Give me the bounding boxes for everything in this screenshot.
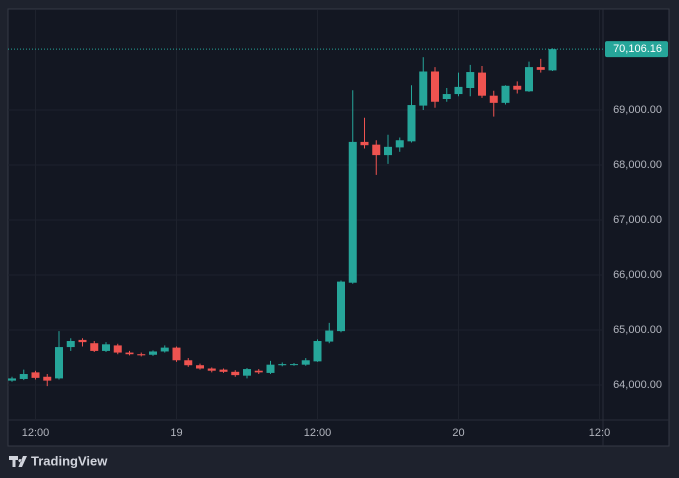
- brand-logo[interactable]: [9, 456, 27, 467]
- candle-body: [489, 95, 498, 103]
- candle-body: [160, 347, 169, 352]
- candle-body: [348, 141, 357, 283]
- x-tick-label: 20: [452, 427, 464, 439]
- brand-name[interactable]: TradingView: [31, 453, 108, 468]
- candle-body: [395, 140, 404, 148]
- candle-body: [125, 352, 134, 355]
- candle-body: [372, 144, 381, 156]
- candle-body: [43, 376, 52, 381]
- candle-body: [90, 343, 99, 351]
- candle-body: [536, 67, 545, 70]
- candle-body: [219, 369, 228, 372]
- candle-body: [301, 360, 310, 365]
- candle-body: [442, 94, 451, 99]
- candle-body: [325, 330, 334, 342]
- y-tick-label: 66,000.00: [613, 269, 662, 281]
- candle-body: [501, 85, 510, 103]
- candle-body: [231, 371, 240, 376]
- y-tick-label: 69,000.00: [613, 104, 662, 116]
- candle-body: [513, 85, 522, 90]
- x-tick-label: 12:00: [304, 427, 332, 439]
- candles: [8, 48, 557, 387]
- x-tick-label: 12:0: [589, 427, 610, 439]
- logo-icon: [9, 456, 27, 467]
- candle-body: [113, 345, 122, 353]
- candle-body: [548, 49, 557, 71]
- candle-body: [384, 146, 392, 156]
- candle-body: [149, 351, 157, 355]
- candle-body: [196, 365, 204, 369]
- candle-body: [337, 281, 345, 332]
- candle-body: [466, 72, 475, 88]
- candle-body: [290, 364, 298, 366]
- x-tick-label: 19: [170, 427, 182, 439]
- candle-body: [419, 71, 428, 106]
- candle-body: [19, 374, 28, 379]
- candle-body: [525, 67, 533, 92]
- candle-body: [55, 347, 63, 379]
- y-tick-label: 68,000.00: [613, 159, 662, 171]
- candle-body: [137, 354, 146, 356]
- candle-body: [207, 368, 216, 371]
- y-tick-label: 64,000.00: [613, 379, 662, 391]
- chart-frame: [7, 8, 670, 447]
- x-tick-label: 12:00: [22, 427, 50, 439]
- candle-body: [172, 347, 181, 361]
- candle-body: [407, 105, 416, 142]
- y-tick-label: 67,000.00: [613, 214, 662, 226]
- candle-body: [78, 339, 87, 343]
- candle-body: [184, 360, 193, 366]
- candle-body: [278, 364, 287, 366]
- last-price-label: 70,106.16: [613, 43, 662, 55]
- candle-body: [266, 364, 275, 373]
- candle-body: [243, 369, 251, 376]
- candle-body: [313, 341, 322, 362]
- candle-body: [31, 372, 40, 378]
- candle-body: [431, 71, 439, 102]
- candle-body: [8, 378, 16, 381]
- candle-body: [66, 341, 75, 348]
- candle-body: [454, 86, 463, 95]
- candle-body: [478, 72, 486, 96]
- y-tick-label: 65,000.00: [613, 324, 662, 336]
- candle-body: [360, 141, 369, 146]
- candle-body: [254, 370, 263, 373]
- last-price-badge: [605, 41, 668, 58]
- candle-body: [102, 344, 110, 351]
